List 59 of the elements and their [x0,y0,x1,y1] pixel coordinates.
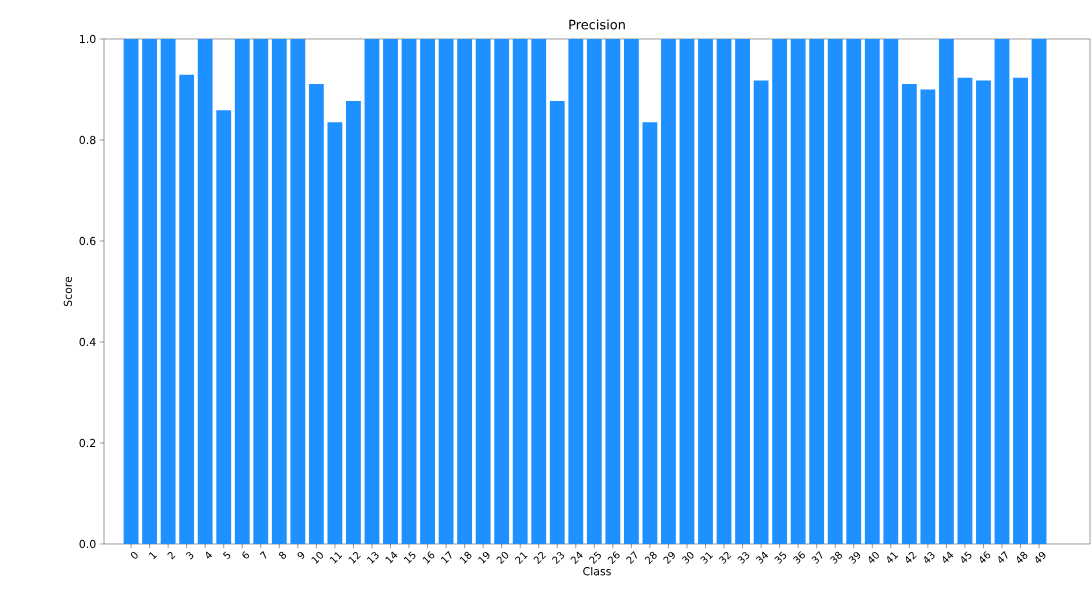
x-tick-label: 24 [570,551,583,565]
x-tick-label: 29 [663,551,675,565]
x-tick-label: 4 [206,551,213,559]
x-tick-label: 15 [403,551,416,564]
x-tick-label: 38 [830,551,843,564]
x-tick-label: 6 [242,551,250,559]
x-tick-label: 14 [385,551,398,564]
y-tick-label: 0.8 [79,135,96,145]
y-tick-label: 0.4 [79,337,96,347]
x-tick-label: 42 [905,551,917,564]
x-tick-label: 8 [279,551,287,559]
x-axis-title: Class [583,566,611,576]
x-tick-label: 39 [848,551,861,564]
x-tick-label: 31 [700,552,713,564]
chart-title: Precision [569,19,625,30]
x-tick-label: 19 [478,551,490,564]
x-tick-label: 13 [366,551,379,564]
x-tick-label: 9 [297,551,305,560]
x-tick-label: 1 [148,552,157,560]
x-tick-label: 33 [737,551,750,564]
x-tick-label: 2 [167,551,176,560]
x-tick-label: 23 [552,551,564,565]
x-tick-label: 16 [422,551,435,564]
x-tick-label: 17 [440,550,452,564]
x-tick-label: 27 [626,551,637,565]
x-tick-label: 40 [868,551,879,564]
x-tick-label: 30 [681,551,694,564]
y-tick-label: 0.6 [79,236,96,246]
x-tick-label: 12 [348,551,361,564]
y-axis-title: Score [63,276,72,307]
x-tick-label: 36 [792,551,805,564]
x-tick-label: 0 [130,551,138,559]
x-tick-label: 28 [644,551,657,565]
x-tick-label: 35 [774,551,787,564]
x-tick-label: 43 [924,551,935,564]
x-tick-label: 21 [514,552,528,565]
x-tick-label: 26 [607,551,620,565]
x-tick-label: 34 [755,551,769,564]
x-tick-label: 46 [979,551,991,564]
x-tick-label: 20 [496,551,509,565]
x-tick-label: 45 [961,551,972,563]
x-tick-label: 47 [998,550,1008,563]
x-tick-label: 41 [887,552,899,563]
y-tick-label: 1.0 [80,34,96,44]
x-tick-label: 48 [1016,551,1028,564]
x-tick-label: 10 [311,551,323,564]
x-tick-label: 7 [259,550,267,559]
x-tick-label: 25 [589,551,601,565]
x-tick-label: 49 [1035,551,1046,564]
x-tick-label: 5 [222,551,231,560]
x-tick-label: 11 [329,552,343,564]
x-tick-label: 37 [811,551,823,564]
x-tick-label: 22 [533,551,547,565]
x-tick-label: 32 [718,551,732,564]
x-tick-label: 44 [942,551,954,563]
x-tick-label: 3 [185,551,194,560]
y-tick-label: 0.2 [79,438,96,448]
y-tick-label: 0.0 [79,539,96,549]
x-tick-label: 18 [459,551,472,564]
